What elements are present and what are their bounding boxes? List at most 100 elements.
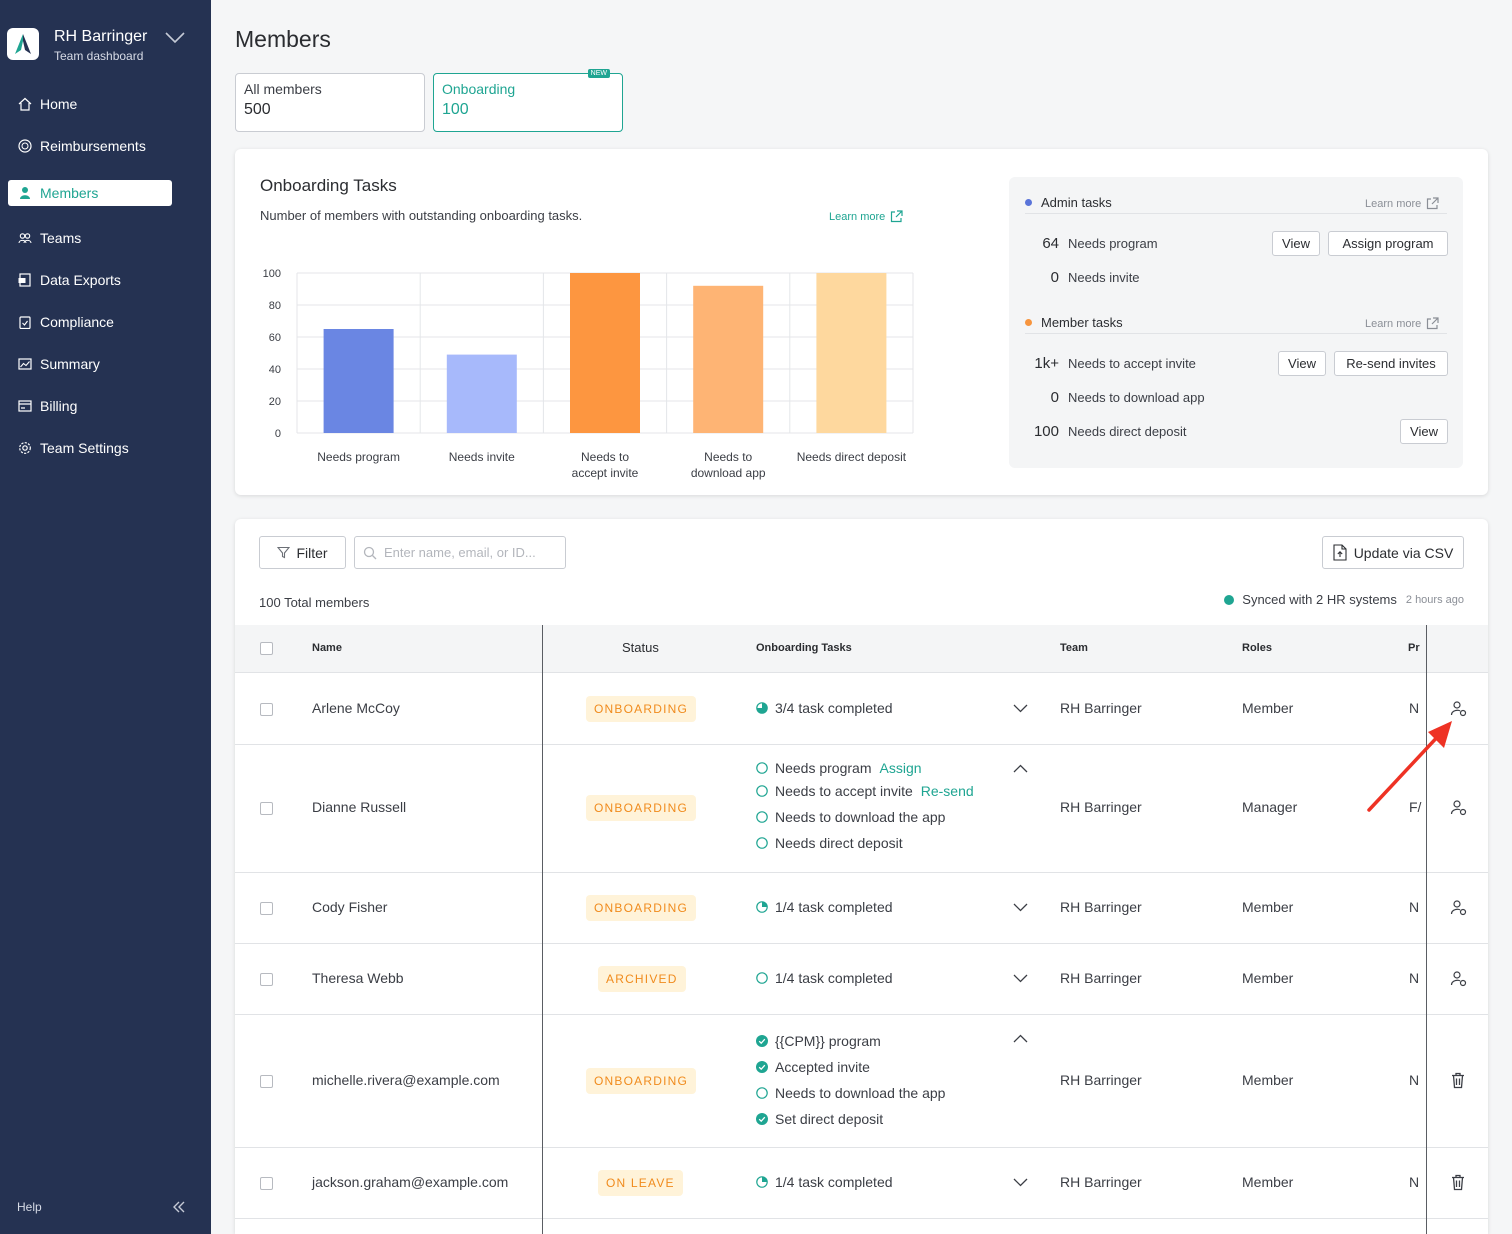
sync-time: 2 hours ago — [1405, 593, 1464, 606]
help-link[interactable]: Help — [17, 1200, 42, 1214]
sidebar-item-label: Reimbursements — [40, 138, 146, 154]
chevron-down-icon[interactable] — [1013, 903, 1028, 912]
row-checkbox[interactable] — [260, 902, 273, 915]
x-tick-label: Needs to — [704, 450, 752, 464]
search-input[interactable] — [384, 545, 564, 560]
member-name[interactable]: Theresa Webb — [312, 970, 404, 986]
task-label: Needs direct deposit — [1068, 423, 1187, 439]
table-row[interactable]: Dianne Russell ONBOARDING Needs program … — [235, 745, 1488, 873]
x-tick-label: Needs direct deposit — [797, 450, 907, 464]
task-item: Accepted invite — [756, 1059, 870, 1075]
org-switcher[interactable]: RH Barringer Team dashboard — [7, 28, 207, 63]
filter-button[interactable]: Filter — [259, 536, 346, 569]
header-status[interactable]: Status — [622, 640, 659, 655]
header-team[interactable]: Team — [1060, 642, 1088, 654]
person-settings-icon[interactable] — [1450, 799, 1468, 817]
sidebar-item-home[interactable]: Home — [8, 91, 172, 117]
table-row[interactable]: jackson.graham@example.com ON LEAVE 1/4 … — [235, 1148, 1488, 1219]
header-roles[interactable]: Roles — [1242, 642, 1272, 654]
company-logo — [7, 28, 39, 60]
sidebar-item-summary[interactable]: Summary — [8, 351, 172, 377]
all-members-card[interactable]: All members 500 — [235, 73, 425, 132]
learn-more-link[interactable]: Learn more — [829, 210, 903, 223]
table-row[interactable]: michelle.rivera@example.com ONBOARDING {… — [235, 1015, 1488, 1148]
org-name: RH Barringer — [54, 28, 148, 45]
collapse-sidebar-icon[interactable] — [172, 1200, 186, 1214]
select-all-checkbox[interactable] — [260, 642, 273, 655]
sidebar-item-billing[interactable]: Billing — [8, 393, 172, 419]
sidebar-item-reimbursements[interactable]: Reimbursements — [8, 133, 172, 159]
x-tick-label: Needs invite — [449, 450, 515, 464]
person-settings-icon[interactable] — [1450, 899, 1468, 917]
view-accept-invite-button[interactable]: View — [1278, 351, 1326, 376]
sidebar-item-team-settings[interactable]: Team Settings — [8, 435, 172, 461]
member-role: Member — [1242, 700, 1294, 716]
table-row[interactable]: Cody Fisher ONBOARDING 1/4 task complete… — [235, 873, 1488, 944]
table-row[interactable] — [235, 1219, 1488, 1234]
assign-program-button[interactable]: Assign program — [1328, 231, 1448, 256]
trash-icon[interactable] — [1450, 1174, 1466, 1191]
clipped-cell: F/ — [1409, 799, 1422, 815]
external-link-icon — [1427, 317, 1439, 330]
task-text: 3/4 task completed — [775, 700, 893, 716]
pie-three-quarter-icon — [756, 702, 768, 714]
row-checkbox[interactable] — [260, 1177, 273, 1190]
member-name[interactable]: Arlene McCoy — [312, 700, 400, 716]
trash-icon[interactable] — [1450, 1072, 1466, 1089]
csv-file-icon — [1333, 544, 1347, 561]
row-checkbox[interactable] — [260, 973, 273, 986]
sidebar-item-data-exports[interactable]: Data Exports — [8, 267, 172, 293]
member-name[interactable]: michelle.rivera@example.com — [312, 1072, 500, 1088]
view-needs-program-button[interactable]: View — [1272, 231, 1320, 256]
filter-icon — [277, 546, 291, 559]
table-row[interactable]: Theresa Webb ARCHIVED 1/4 task completed… — [235, 944, 1488, 1015]
chevron-up-icon[interactable] — [1013, 764, 1028, 773]
card-label: All members — [244, 81, 322, 97]
admin-learn-more-link[interactable]: Learn more — [1365, 197, 1439, 210]
card-value: 500 — [244, 101, 271, 118]
member-tasks-heading: Member tasks — [1025, 315, 1123, 330]
assign-link[interactable]: Assign — [879, 760, 922, 776]
task-item: {{CPM}} program — [756, 1033, 881, 1049]
circle-empty-icon — [756, 811, 768, 823]
header-name[interactable]: Name — [312, 642, 342, 654]
chevron-down-icon[interactable] — [165, 32, 185, 44]
table-row[interactable]: Arlene McCoy ONBOARDING 3/4 task complet… — [235, 674, 1488, 745]
sync-text: Synced with 2 HR systems — [1242, 592, 1397, 607]
learn-more-label: Learn more — [1365, 317, 1422, 330]
header-clipped[interactable]: Pr — [1408, 642, 1420, 654]
member-name[interactable]: Dianne Russell — [312, 799, 407, 815]
member-name[interactable]: jackson.graham@example.com — [312, 1174, 509, 1190]
row-checkbox[interactable] — [260, 703, 273, 716]
resend-link[interactable]: Re-send — [920, 783, 974, 799]
update-via-csv-button[interactable]: Update via CSV — [1322, 536, 1464, 569]
task-text: Needs to accept invite — [775, 783, 913, 799]
total-members: 100 Total members — [259, 595, 370, 610]
member-name[interactable]: Cody Fisher — [312, 899, 388, 915]
header-onboarding-tasks[interactable]: Onboarding Tasks — [756, 642, 852, 654]
member-role: Manager — [1242, 799, 1298, 815]
resend-invites-button[interactable]: Re-send invites — [1334, 351, 1448, 376]
onboarding-card[interactable]: NEW Onboarding 100 — [433, 69, 623, 132]
person-settings-icon[interactable] — [1450, 970, 1468, 988]
sidebar-item-compliance[interactable]: Compliance — [8, 309, 172, 335]
chevron-up-icon[interactable] — [1013, 1034, 1028, 1043]
sidebar-item-label: Teams — [40, 230, 82, 246]
member-task-row: 100 Needs direct deposit — [1025, 419, 1447, 443]
chevron-down-icon[interactable] — [1013, 1178, 1028, 1187]
view-direct-deposit-button[interactable]: View — [1400, 419, 1448, 444]
row-checkbox[interactable] — [260, 802, 273, 815]
sidebar-item-teams[interactable]: Teams — [8, 225, 172, 251]
person-settings-icon[interactable] — [1450, 700, 1468, 718]
sidebar-item-members[interactable]: Members — [8, 180, 172, 206]
member-learn-more-link[interactable]: Learn more — [1365, 317, 1439, 330]
chevron-down-icon[interactable] — [1013, 704, 1028, 713]
sidebar-item-label: Summary — [40, 356, 100, 372]
external-link-icon — [1427, 197, 1439, 210]
chevron-down-icon[interactable] — [1013, 974, 1028, 983]
sidebar-item-label: Home — [40, 96, 78, 112]
search-box[interactable] — [354, 536, 566, 569]
admin-tasks-heading: Admin tasks — [1025, 195, 1112, 210]
check-circle-icon — [756, 1113, 768, 1125]
row-checkbox[interactable] — [260, 1075, 273, 1088]
